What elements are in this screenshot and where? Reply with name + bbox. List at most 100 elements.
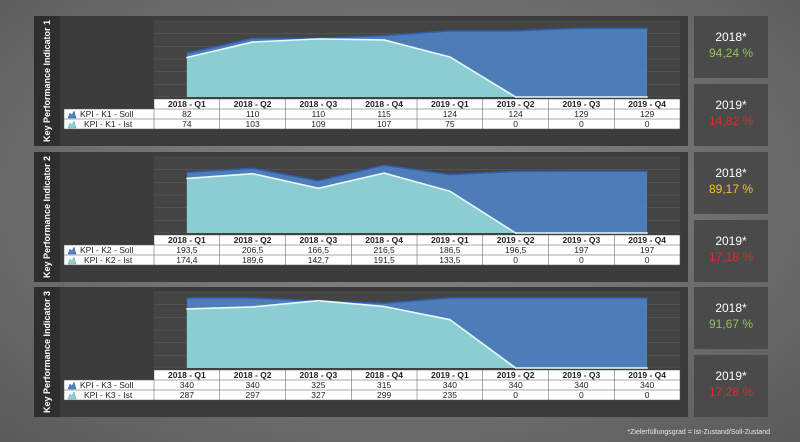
ist-point <box>251 306 254 308</box>
data-label: 82 <box>182 109 192 119</box>
kpi-year: 2018* <box>715 166 747 180</box>
ist-point <box>580 96 583 98</box>
ist-point <box>186 177 188 180</box>
kpi-percent: 17,18 % <box>708 250 754 264</box>
ist-point <box>449 56 451 58</box>
soll-point <box>514 170 517 173</box>
kpi-box-2-2019: 2019* 17,18 % <box>694 220 768 282</box>
ist-line <box>186 38 648 98</box>
data-label: 216,5 <box>373 245 395 255</box>
kpi-panel-2: Key Performance Indicator 2 2018 - Q1 201… <box>34 152 688 282</box>
data-label: 0 <box>645 119 650 129</box>
soll-point <box>449 30 451 32</box>
data-label: 129 <box>640 109 654 119</box>
quarter-label: 2018 - Q4 <box>365 235 403 245</box>
kpi-panel-1: Key Performance Indicator 1 2018 - Q1 201… <box>34 16 688 146</box>
ist-point <box>317 187 320 190</box>
data-label: 297 <box>246 390 260 400</box>
kpi-year: 2018* <box>715 30 747 44</box>
ist-line <box>186 172 648 234</box>
quarter-label: 2019 - Q4 <box>628 235 666 245</box>
soll-point <box>317 180 320 182</box>
soll-line <box>186 27 648 54</box>
quarter-label: 2019 - Q3 <box>562 99 600 109</box>
soll-point <box>514 30 517 32</box>
soll-point <box>580 27 583 29</box>
data-label: 189,6 <box>242 255 264 265</box>
kpi-year: 2018* <box>715 301 747 315</box>
quarter-label: 2018 - Q4 <box>365 370 403 380</box>
soll-point <box>646 27 648 29</box>
series-name: KPI - K2 - Ist <box>84 255 133 265</box>
data-label: 0 <box>645 390 650 400</box>
quarter-label: 2019 - Q3 <box>562 370 600 380</box>
quarter-label: 2018 - Q3 <box>299 99 337 109</box>
kpi-year: 2019* <box>715 98 747 112</box>
soll-point <box>186 52 188 55</box>
quarter-label: 2018 - Q3 <box>299 235 337 245</box>
ist-point <box>449 318 451 321</box>
data-label: 124 <box>509 109 523 119</box>
data-label: 186,5 <box>439 245 461 255</box>
soll-point <box>186 297 188 299</box>
ist-point <box>186 308 188 310</box>
data-label: 0 <box>513 390 518 400</box>
data-label: 340 <box>246 380 260 390</box>
ist-point <box>514 232 517 234</box>
quarter-label: 2019 - Q3 <box>562 235 600 245</box>
kpi-box-1-2018: 2018* 94,24 % <box>694 16 768 78</box>
data-label: 74 <box>182 119 192 129</box>
data-label: 0 <box>579 255 584 265</box>
data-label: 340 <box>509 380 523 390</box>
data-label: 340 <box>180 380 194 390</box>
kpi-percent: 17,28 % <box>708 385 754 399</box>
quarter-label: 2018 - Q2 <box>234 370 272 380</box>
panel-title-tab: Key Performance Indicator 3 <box>34 287 60 417</box>
data-label: 340 <box>640 380 654 390</box>
ist-point <box>317 299 320 302</box>
data-label: 340 <box>574 380 588 390</box>
ist-legend-icon <box>67 120 77 129</box>
soll-point <box>449 173 451 176</box>
data-label: 0 <box>513 255 518 265</box>
quarter-label: 2018 - Q1 <box>168 235 206 245</box>
quarter-label: 2018 - Q2 <box>234 235 272 245</box>
quarter-label: 2018 - Q4 <box>365 99 403 109</box>
quarter-label: 2018 - Q2 <box>234 99 272 109</box>
ist-point <box>251 41 254 43</box>
kpi-box-3-2018: 2018* 91,67 % <box>694 287 768 349</box>
ist-line <box>186 299 648 369</box>
ist-legend-icon <box>67 391 77 400</box>
soll-legend-icon <box>67 110 77 119</box>
kpi-box-1-2019: 2019* 14,82 % <box>694 84 768 146</box>
data-label: 0 <box>579 390 584 400</box>
kpi-box-3-2019: 2019* 17,28 % <box>694 355 768 417</box>
data-label: 0 <box>513 119 518 129</box>
kpi-panel-3: Key Performance Indicator 3 2018 - Q1 201… <box>34 287 688 417</box>
soll-point <box>383 302 385 304</box>
data-label: 109 <box>311 119 325 129</box>
data-label: 75 <box>445 119 455 129</box>
soll-point <box>580 170 583 173</box>
soll-legend-icon <box>67 246 77 255</box>
kpi-box-2-2018: 2018* 89,17 % <box>694 152 768 214</box>
quarter-label: 2018 - Q1 <box>168 370 206 380</box>
kpi-year: 2019* <box>715 369 747 383</box>
ist-point <box>514 96 517 98</box>
data-label: 193,5 <box>176 245 198 255</box>
soll-legend-icon <box>67 381 77 390</box>
data-label: 0 <box>645 255 650 265</box>
ist-point <box>580 232 583 234</box>
quarter-label: 2019 - Q1 <box>431 370 469 380</box>
data-label: 197 <box>640 245 654 255</box>
data-label: 129 <box>574 109 588 119</box>
ist-point <box>251 172 254 175</box>
data-label: 103 <box>246 119 260 129</box>
kpi-chart-3: 2018 - Q1 2018 - Q2 2018 - Q3 2018 - Q4 2019… <box>63 291 681 401</box>
soll-point <box>251 37 254 40</box>
panel-title-tab: Key Performance Indicator 1 <box>34 16 60 146</box>
series-name: KPI - K1 - Soll <box>80 109 133 119</box>
kpi-chart-2: 2018 - Q1 2018 - Q2 2018 - Q3 2018 - Q4 2019… <box>63 156 681 266</box>
data-label: 142,7 <box>308 255 330 265</box>
kpi-percent: 14,82 % <box>708 114 754 128</box>
